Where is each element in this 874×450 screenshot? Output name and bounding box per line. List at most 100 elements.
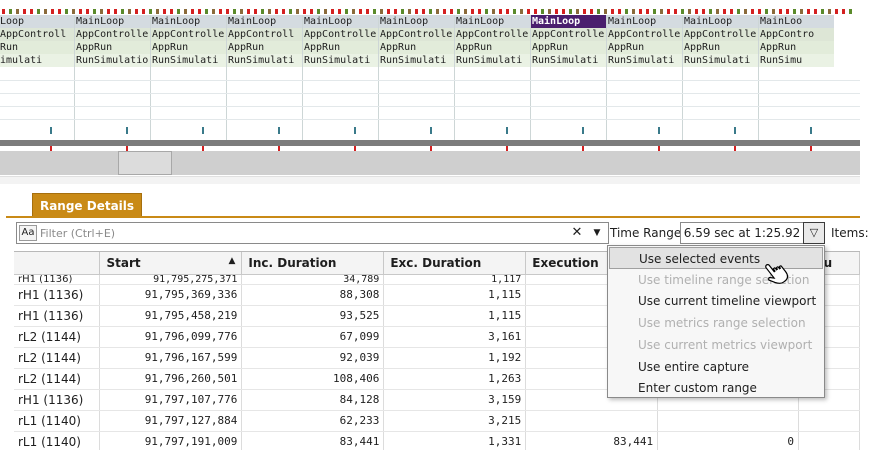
event-run[interactable]: AppRun: [455, 41, 530, 54]
table-cell: 0: [657, 431, 799, 450]
menu-item-enter-custom-range[interactable]: Enter custom range: [638, 381, 757, 396]
column-header[interactable]: Inc. Duration: [241, 252, 385, 275]
event-sim[interactable]: RunSimulati: [683, 54, 758, 67]
event-run[interactable]: AppRun: [683, 41, 758, 54]
event-main[interactable]: MainLoop: [227, 15, 302, 28]
scrollbar-thumb[interactable]: [118, 151, 172, 175]
panel-splitter[interactable]: [0, 176, 860, 184]
timeline-tick: [107, 9, 110, 14]
event-main[interactable]: MainLoo: [759, 15, 834, 28]
event-app[interactable]: AppControll: [0, 28, 74, 41]
event-run[interactable]: AppRun: [303, 41, 378, 54]
event-sim[interactable]: RunSimulatio: [75, 54, 150, 67]
overview-red-tick: [658, 146, 660, 151]
event-sim[interactable]: RunSimulati: [227, 54, 302, 67]
table-cell: 91,797,127,884: [99, 410, 243, 432]
sort-ascending-icon: ▲: [228, 256, 236, 266]
event-main[interactable]: MainLoop: [607, 15, 682, 28]
timeline-tick: [506, 9, 509, 14]
event-run[interactable]: AppRun: [607, 41, 682, 54]
menu-item-use-selected-events[interactable]: Use selected events: [609, 247, 823, 269]
table-row[interactable]: rL1 (1140) 91,797,127,884 62,233 3,215: [14, 410, 860, 432]
clear-filter-icon[interactable]: ✕: [571, 225, 583, 240]
timeline-event-column[interactable]: MainLoop AppControll AppRun RunSimulati: [226, 15, 302, 140]
event-sim[interactable]: RunSimulati: [455, 54, 530, 67]
event-main[interactable]: MainLoop: [455, 15, 530, 28]
event-run[interactable]: AppRun: [379, 41, 454, 54]
table-cell: 1,115: [383, 284, 527, 306]
event-run[interactable]: Run: [0, 41, 74, 54]
event-main[interactable]: MainLoop: [151, 15, 226, 28]
timeline-event-column[interactable]: MainLoop AppControlle AppRun RunSimulati: [150, 15, 226, 140]
timeline-tick: [30, 9, 33, 14]
timeline-tick: [576, 9, 579, 14]
event-sim[interactable]: imulati: [0, 54, 74, 67]
timeline-event-column[interactable]: MainLoop AppControlle AppRun RunSimulatio: [74, 15, 150, 140]
event-main[interactable]: MainLoop: [379, 15, 454, 28]
event-app[interactable]: AppControlle: [75, 28, 150, 41]
event-app[interactable]: AppControlle: [455, 28, 530, 41]
timeline-tick: [44, 9, 47, 14]
timeline-event-column[interactable]: MainLoo AppContro AppRun RunSimu: [758, 15, 834, 140]
event-run[interactable]: AppRun: [227, 41, 302, 54]
event-app[interactable]: AppControlle: [531, 28, 606, 41]
event-main[interactable]: MainLoop: [683, 15, 758, 28]
event-run[interactable]: AppRun: [531, 41, 606, 54]
overview-red-tick: [202, 146, 204, 151]
event-run[interactable]: AppRun: [151, 41, 226, 54]
event-sim[interactable]: RunSimulati: [303, 54, 378, 67]
time-range-dropdown-button[interactable]: ▽: [803, 222, 825, 244]
event-sim[interactable]: RunSimulati: [531, 54, 606, 67]
event-run[interactable]: AppRun: [759, 41, 834, 54]
timeline-event-column[interactable]: MainLoop AppControlle AppRun RunSimulati: [378, 15, 454, 140]
overview-red-tick: [734, 146, 736, 151]
event-app[interactable]: AppControlle: [303, 28, 378, 41]
table-row[interactable]: rL1 (1140) 91,797,191,009 83,441 1,331 83,44…: [14, 431, 860, 450]
timeline-tick: [58, 9, 61, 14]
table-cell: rH1 (1136): [14, 305, 101, 327]
event-app[interactable]: AppContro: [759, 28, 834, 41]
event-run[interactable]: AppRun: [75, 41, 150, 54]
column-header[interactable]: Exc. Duration: [383, 252, 527, 275]
filter-history-dropdown-icon[interactable]: ▼: [593, 228, 601, 238]
match-case-toggle[interactable]: Aa: [19, 225, 37, 241]
timeline-tick: [429, 9, 432, 14]
timeline-tick: [786, 9, 789, 14]
table-cell: [798, 410, 860, 432]
timeline-event-column[interactable]: MainLoop AppControlle AppRun RunSimulati: [454, 15, 530, 140]
event-marker: [658, 127, 660, 134]
timeline-event-column[interactable]: MainLoop AppControlle AppRun RunSimulati: [682, 15, 758, 140]
tab-range-details[interactable]: Range Details: [32, 193, 142, 217]
event-app[interactable]: AppControll: [227, 28, 302, 41]
timeline-tick: [450, 9, 453, 14]
menu-item-use-entire-capture[interactable]: Use entire capture: [638, 359, 750, 374]
menu-item-use-current-timeline-viewport[interactable]: Use current timeline viewport: [638, 294, 817, 309]
overview-red-tick: [582, 146, 584, 151]
horizontal-scrollbar[interactable]: [0, 151, 860, 175]
event-sim[interactable]: RunSimulati: [379, 54, 454, 67]
timeline-event-column[interactable]: MainLoop AppControlle AppRun RunSimulati: [302, 15, 378, 140]
event-main[interactable]: MainLoop: [75, 15, 150, 28]
event-sim[interactable]: RunSimulati: [151, 54, 226, 67]
event-sim[interactable]: RunSimu: [759, 54, 834, 67]
timeline-event-column[interactable]: MainLoop AppControlle AppRun RunSimulati: [530, 15, 606, 140]
event-sim[interactable]: RunSimulati: [607, 54, 682, 67]
timeline-tick: [352, 9, 355, 14]
timeline-event-column[interactable]: Loop AppControll Run imulati: [0, 15, 74, 140]
event-app[interactable]: AppControlle: [607, 28, 682, 41]
event-app[interactable]: AppControlle: [379, 28, 454, 41]
timeline-view[interactable]: Loop AppControll Run imulati MainLoop AppCont…: [0, 0, 860, 140]
event-main[interactable]: Loop: [0, 15, 74, 28]
filter-input[interactable]: [40, 224, 560, 242]
items-label: Items:: [831, 226, 869, 240]
timeline-tick: [730, 9, 733, 14]
timeline-event-column[interactable]: MainLoop AppControlle AppRun RunSimulati: [606, 15, 682, 140]
column-header[interactable]: [14, 252, 101, 275]
timeline-tick: [485, 9, 488, 14]
column-header[interactable]: Start ▲: [99, 252, 243, 275]
event-app[interactable]: AppControlle: [151, 28, 226, 41]
event-main[interactable]: MainLoop: [531, 15, 606, 28]
event-app[interactable]: AppControlle: [683, 28, 758, 41]
event-main[interactable]: MainLoop: [303, 15, 378, 28]
timeline-tick: [597, 9, 600, 14]
